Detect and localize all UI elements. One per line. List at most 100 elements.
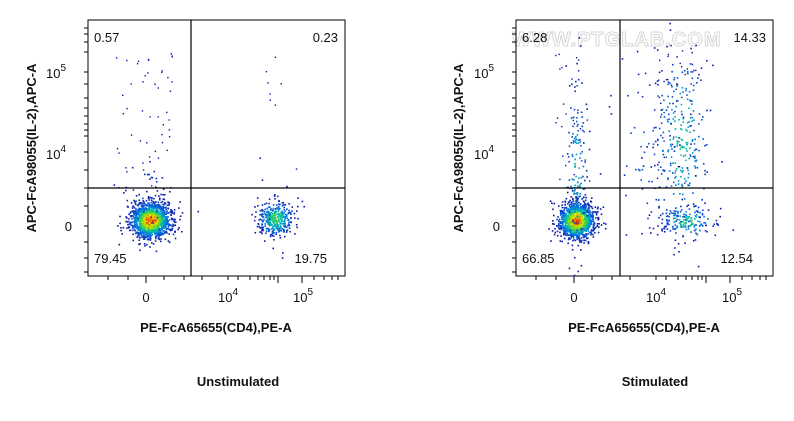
scatter-point	[660, 102, 662, 104]
scatter-point	[172, 233, 175, 236]
scatter-point	[590, 219, 593, 222]
scatter-point	[559, 240, 562, 242]
scatter-point	[650, 232, 652, 234]
scatter-point	[686, 94, 688, 96]
scatter-point	[637, 73, 640, 76]
scatter-point	[657, 139, 659, 142]
y-tick-label-1e5: 105	[46, 63, 66, 81]
scatter-point	[643, 151, 646, 154]
scatter-point	[658, 127, 661, 130]
scatter-point	[148, 217, 151, 220]
scatter-point	[149, 214, 152, 216]
scatter-point	[592, 220, 595, 223]
scatter-point	[662, 153, 665, 156]
scatter-point	[273, 222, 275, 225]
scatter-point	[662, 150, 664, 152]
scatter-point	[680, 138, 683, 141]
scatter-point	[578, 210, 581, 212]
scatter-point	[686, 205, 688, 208]
scatter-point	[145, 222, 148, 224]
scatter-point	[126, 217, 128, 219]
scatter-point	[683, 215, 686, 218]
scatter-point	[157, 217, 160, 219]
scatter-point	[549, 200, 552, 202]
scatter-point	[681, 198, 684, 201]
scatter-point	[161, 233, 164, 236]
scatter-point	[251, 213, 253, 216]
scatter-point	[143, 213, 146, 216]
scatter-point	[129, 215, 132, 217]
scatter-point	[572, 200, 575, 203]
scatter-point	[157, 201, 160, 204]
scatter-point	[160, 193, 162, 196]
scatter-point	[582, 165, 585, 168]
scatter-point	[577, 78, 580, 81]
scatter-point	[261, 210, 264, 212]
scatter-point	[173, 213, 175, 215]
scatter-point	[674, 128, 677, 130]
scatter-point	[583, 223, 585, 225]
scatter-point	[589, 214, 592, 217]
scatter-point	[156, 190, 159, 192]
scatter-point	[159, 223, 161, 226]
scatter-point	[579, 228, 581, 230]
scatter-point	[271, 233, 273, 236]
scatter-point	[154, 240, 157, 242]
scatter-point	[284, 204, 287, 206]
scatter-point	[156, 220, 158, 223]
scatter-point	[150, 218, 153, 221]
scatter-point	[156, 225, 158, 227]
scatter-point	[161, 228, 163, 231]
scatter-point	[672, 102, 674, 105]
scatter-point	[274, 198, 276, 200]
scatter-point	[134, 214, 136, 216]
scatter-point	[576, 238, 578, 240]
scatter-point	[677, 183, 680, 185]
scatter-point	[150, 216, 153, 218]
scatter-point	[680, 224, 682, 226]
scatter-point	[271, 224, 273, 226]
scatter-point	[160, 232, 162, 234]
scatter-point	[166, 232, 168, 234]
scatter-point	[680, 209, 683, 211]
scatter-point	[160, 222, 162, 225]
scatter-point	[282, 216, 284, 219]
scatter-point	[570, 232, 573, 235]
scatter-point	[681, 167, 684, 169]
scatter-point	[156, 211, 159, 214]
scatter-point	[567, 215, 570, 217]
scatter-point	[258, 226, 261, 228]
scatter-point	[583, 207, 585, 210]
scatter-point	[575, 235, 578, 237]
scatter-point	[131, 221, 134, 224]
scatter-point	[670, 162, 672, 165]
scatter-point	[676, 83, 679, 86]
scatter-point	[281, 257, 284, 259]
scatter-point	[579, 227, 581, 229]
scatter-point	[566, 218, 569, 221]
scatter-point	[268, 202, 270, 205]
scatter-point	[162, 210, 165, 213]
scatter-point	[283, 204, 285, 206]
scatter-point	[260, 231, 263, 233]
scatter-point	[578, 167, 580, 169]
scatter-point	[127, 223, 129, 226]
scatter-point	[578, 59, 580, 61]
quadrant-label-top-left: 6.28	[522, 30, 547, 45]
scatter-point	[264, 240, 266, 242]
scatter-point	[148, 208, 150, 210]
scatter-point	[588, 223, 591, 225]
scatter-point	[574, 206, 576, 209]
scatter-point	[266, 211, 268, 213]
scatter-point	[587, 228, 589, 230]
scatter-point	[141, 223, 143, 225]
scatter-point	[138, 227, 140, 229]
scatter-point	[154, 216, 156, 219]
scatter-point	[154, 226, 156, 228]
scatter-point	[148, 216, 150, 218]
scatter-point	[166, 221, 168, 223]
scatter-point	[571, 225, 574, 227]
scatter-point	[732, 229, 735, 231]
scatter-point	[147, 235, 149, 237]
scatter-point	[126, 205, 129, 208]
